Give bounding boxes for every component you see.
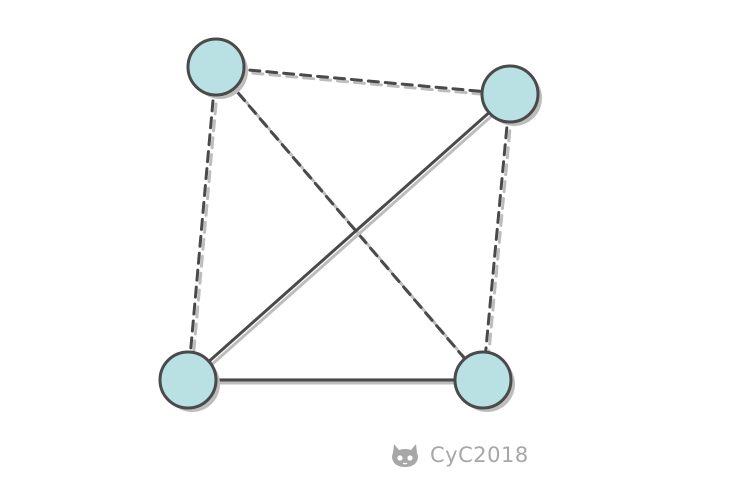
edge-B-C bbox=[186, 92, 515, 385]
node-C bbox=[158, 350, 220, 412]
node-A bbox=[186, 37, 248, 99]
watermark: CyC2018 bbox=[388, 438, 529, 472]
node-B bbox=[480, 64, 542, 126]
edge-A-D bbox=[214, 65, 488, 385]
github-octocat-icon bbox=[388, 440, 422, 470]
edge-A-C bbox=[186, 65, 221, 385]
edge-C-D bbox=[186, 378, 488, 385]
edge-A-B bbox=[214, 65, 515, 99]
watermark-text: CyC2018 bbox=[430, 443, 529, 467]
edge-B-D bbox=[481, 92, 515, 385]
nodes-layer bbox=[158, 37, 542, 412]
node-D bbox=[453, 350, 515, 412]
edges-layer bbox=[186, 65, 515, 385]
